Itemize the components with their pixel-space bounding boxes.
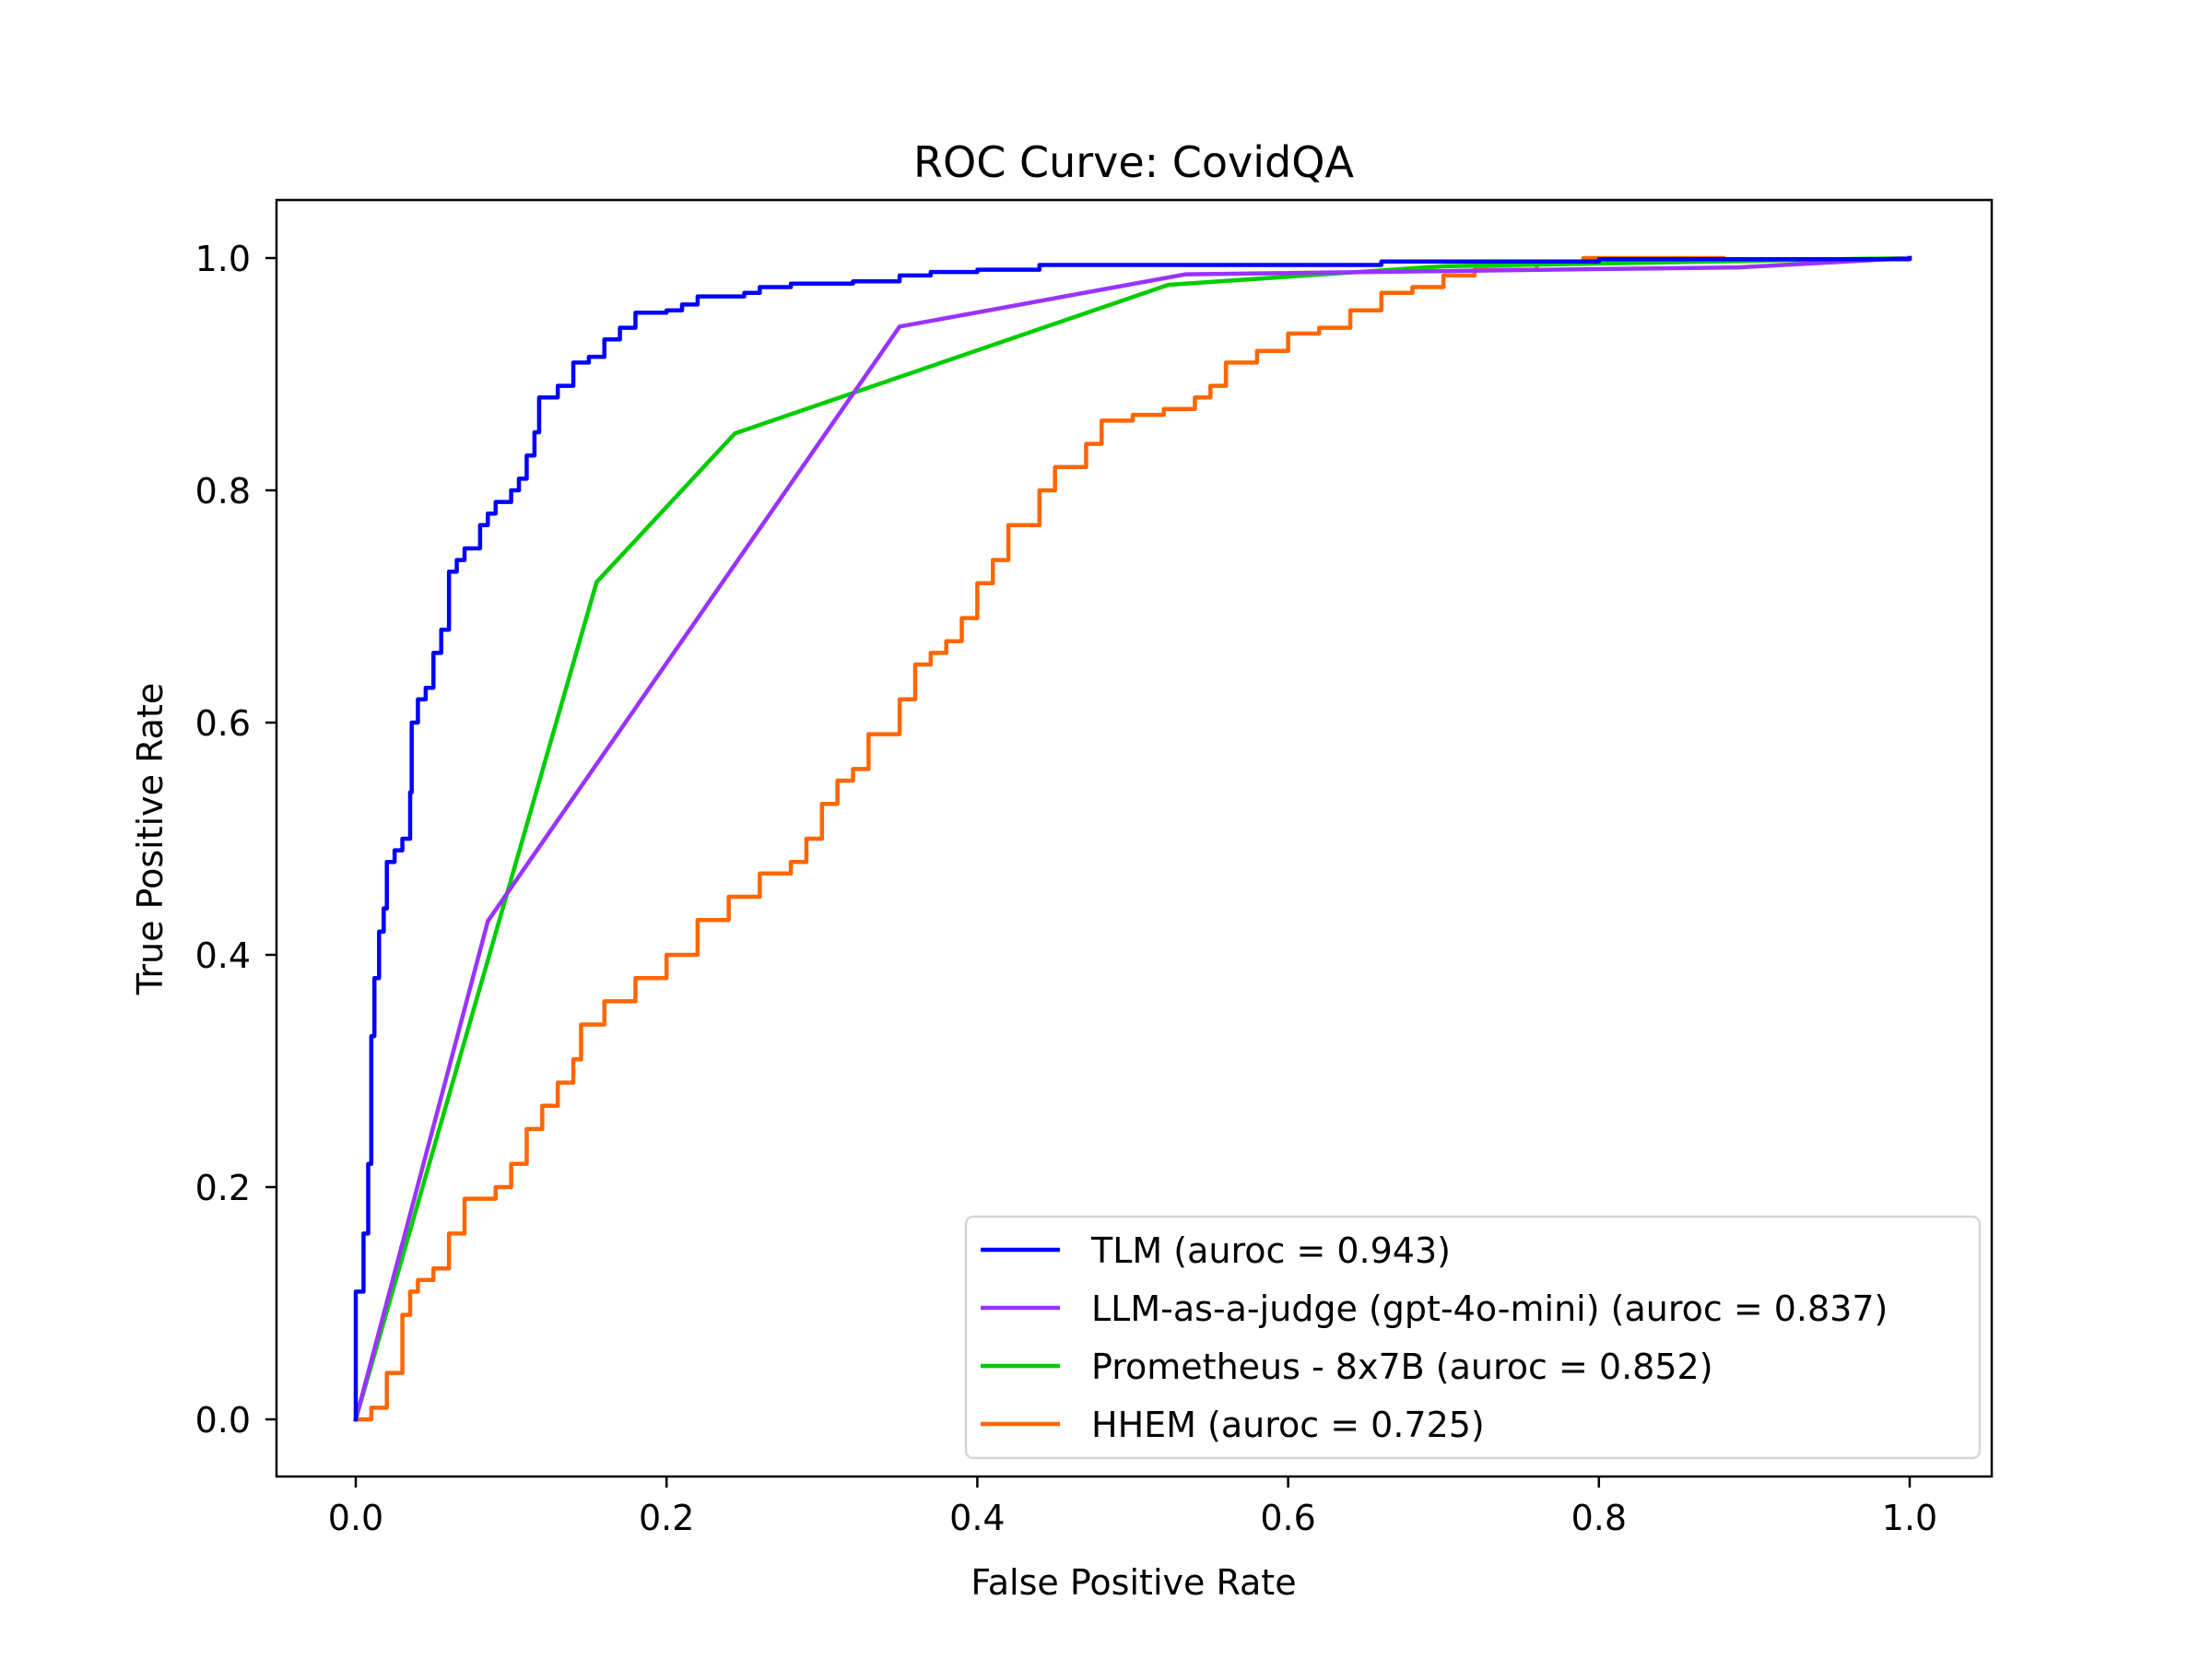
legend: TLM (auroc = 0.943) LLM-as-a-judge (gpt-4… (964, 1215, 1982, 1460)
x-tick-label: 1.0 (1882, 1498, 1937, 1538)
y-tick-label: 0.8 (195, 471, 251, 512)
y-tick-label: 0.0 (195, 1400, 251, 1441)
legend-label-1: LLM-as-a-judge (gpt-4o-mini) (auroc = 0.… (1091, 1288, 1888, 1329)
legend-label-3: HHEM (auroc = 0.725) (1091, 1405, 1485, 1445)
series-line-3 (353, 255, 1725, 1422)
y-axis-ticks: 0.0 0.2 0.4 0.6 0.8 1.0 (195, 239, 276, 1441)
plot-series (353, 255, 1912, 1422)
x-tick-label: 0.4 (949, 1498, 1005, 1538)
x-tick-label: 0.8 (1571, 1498, 1627, 1538)
x-tick-label: 0.6 (1260, 1498, 1315, 1538)
y-tick-label: 0.4 (195, 935, 251, 976)
series-line-2 (353, 255, 1912, 1422)
x-axis-ticks: 0.0 0.2 0.4 0.6 0.8 1.0 (328, 1477, 1937, 1538)
series-line-0 (353, 255, 1912, 1422)
legend-label-0: TLM (auroc = 0.943) (1090, 1230, 1451, 1271)
series-line-1 (353, 255, 1912, 1422)
x-tick-label: 0.0 (328, 1498, 383, 1538)
y-tick-label: 1.0 (195, 239, 251, 279)
axes-frame (275, 198, 1994, 1478)
legend-box (964, 1215, 1982, 1460)
x-axis-label: False Positive Rate (971, 1562, 1296, 1603)
y-tick-label: 0.2 (195, 1168, 251, 1208)
x-tick-label: 0.2 (639, 1498, 694, 1538)
legend-label-2: Prometheus - 8x7B (auroc = 0.852) (1091, 1347, 1713, 1387)
y-axis-label: True Positive Rate (130, 683, 171, 996)
y-tick-label: 0.6 (195, 703, 251, 744)
chart-title: ROC Curve: CovidQA (913, 137, 1354, 187)
